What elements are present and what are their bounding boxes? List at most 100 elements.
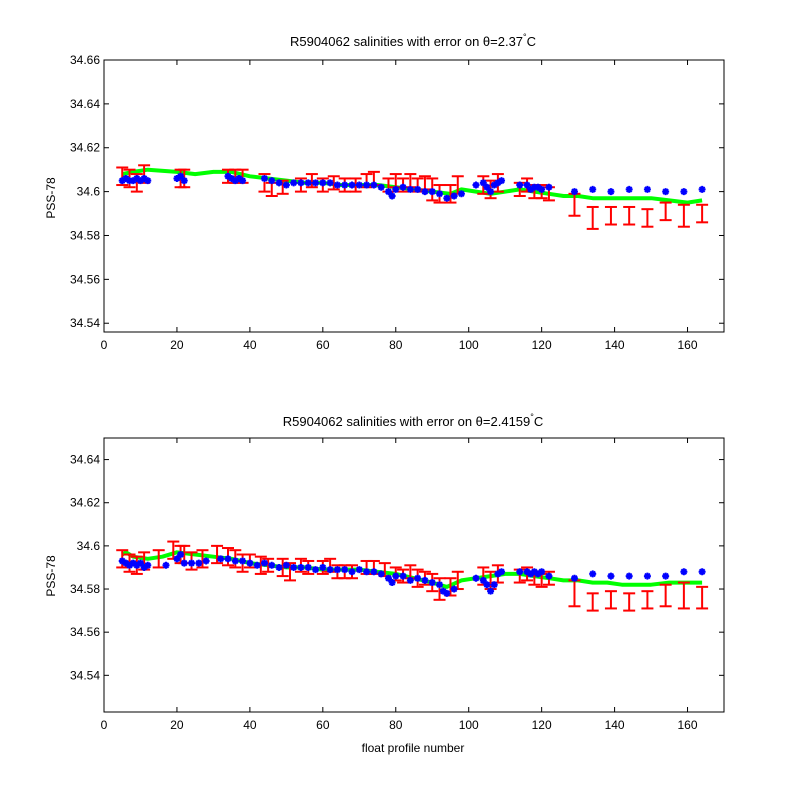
top-float-point: [304, 179, 312, 187]
top-float-point: [129, 177, 137, 185]
top-float-point: [414, 185, 422, 193]
bottom-y-tick-label: 34.6: [77, 539, 101, 553]
top-float-point: [118, 177, 126, 185]
bottom-error-bar: [262, 557, 275, 573]
top-float-point: [490, 181, 498, 189]
top-error-bar: [641, 208, 654, 228]
bottom-float-point: [479, 576, 487, 584]
bottom-float-point: [472, 574, 480, 582]
bottom-float-point: [545, 572, 553, 580]
top-float-point: [698, 185, 706, 193]
bottom-float-point: [304, 563, 312, 571]
bottom-float-point: [494, 570, 502, 578]
bottom-float-point: [297, 563, 305, 571]
bottom-x-tick-label: 40: [243, 718, 257, 732]
top-float-point: [341, 181, 349, 189]
bottom-error-bar: [623, 592, 636, 612]
bottom-float-point: [231, 557, 239, 565]
top-float-point: [173, 174, 181, 182]
top-float-point: [534, 183, 542, 191]
top-float-point: [177, 172, 185, 180]
bottom-error-bar: [586, 592, 599, 612]
top-y-tick-label: 34.56: [70, 272, 100, 286]
bottom-float-point: [275, 563, 283, 571]
top-y-tick-label: 34.62: [70, 141, 100, 155]
bottom-float-point: [239, 557, 247, 565]
top-float-point: [290, 179, 298, 187]
bottom-float-point: [377, 570, 385, 578]
top-float-point: [643, 185, 651, 193]
top-float-point: [392, 185, 400, 193]
bottom-float-point: [662, 572, 670, 580]
bottom-float-point: [177, 551, 185, 559]
top-float-point: [523, 181, 531, 189]
bottom-chart-panel: R5904062 salinities with error on θ=2.41…: [44, 412, 725, 755]
bottom-float-point: [527, 570, 535, 578]
top-float-point: [355, 181, 363, 189]
bottom-float-point: [384, 574, 392, 582]
bottom-float-point: [180, 559, 188, 567]
bottom-x-tick-label: 80: [389, 718, 403, 732]
top-error-bar: [677, 203, 690, 228]
top-float-point: [231, 177, 239, 185]
bottom-chart-xlabel: float profile number: [362, 741, 465, 755]
bottom-float-point: [643, 572, 651, 580]
bottom-float-point: [202, 557, 210, 565]
bottom-float-point: [607, 572, 615, 580]
bottom-float-point: [133, 561, 141, 569]
bottom-y-tick-label: 34.58: [70, 582, 100, 596]
bottom-float-point: [312, 566, 320, 574]
top-y-tick-label: 34.54: [70, 316, 100, 330]
top-float-point: [333, 181, 341, 189]
top-x-tick-label: 160: [678, 338, 698, 352]
top-y-tick-label: 34.66: [70, 53, 100, 67]
top-float-point: [570, 188, 578, 196]
bottom-float-point: [698, 568, 706, 576]
top-float-point: [384, 188, 392, 196]
top-chart-ylabel: PSS-78: [44, 177, 58, 219]
bottom-float-point: [538, 568, 546, 576]
top-float-point: [260, 174, 268, 182]
bottom-float-point: [589, 570, 597, 578]
bottom-float-point: [436, 581, 444, 589]
top-error-bar: [444, 184, 457, 204]
top-float-point: [370, 181, 378, 189]
bottom-float-point: [516, 568, 524, 576]
top-float-point: [180, 177, 188, 185]
bottom-float-point: [144, 561, 152, 569]
top-chart-marks: [116, 164, 709, 230]
bottom-float-point: [370, 568, 378, 576]
top-y-tick-label: 34.6: [77, 185, 101, 199]
top-float-point: [457, 190, 465, 198]
bottom-x-tick-label: 140: [605, 718, 625, 732]
top-float-point: [498, 177, 506, 185]
top-float-point: [436, 190, 444, 198]
top-error-bar: [327, 175, 340, 191]
bottom-x-tick-label: 0: [101, 718, 108, 732]
bottom-x-tick-label: 60: [316, 718, 330, 732]
bottom-x-tick-label: 100: [459, 718, 479, 732]
top-float-point: [483, 183, 491, 191]
top-float-point: [399, 183, 407, 191]
top-float-point: [235, 174, 243, 182]
bottom-error-bar: [152, 549, 165, 569]
top-float-point: [428, 188, 436, 196]
top-x-tick-label: 20: [170, 338, 184, 352]
top-x-tick-label: 120: [532, 338, 552, 352]
top-float-point: [377, 183, 385, 191]
top-float-point: [607, 188, 615, 196]
top-float-point: [239, 177, 247, 185]
bottom-float-point: [392, 572, 400, 580]
top-y-tick-label: 34.64: [70, 97, 100, 111]
bottom-x-tick-label: 120: [532, 718, 552, 732]
bottom-float-point: [224, 555, 232, 563]
top-float-point: [275, 179, 283, 187]
top-float-point: [662, 188, 670, 196]
bottom-float-point: [126, 561, 134, 569]
top-chart-ticks: 0 20 40 60 80 100 120 140 160 34.54 34.56 34.58 34.6…: [70, 53, 724, 352]
top-error-bar: [604, 205, 617, 226]
bottom-float-point: [443, 589, 451, 597]
